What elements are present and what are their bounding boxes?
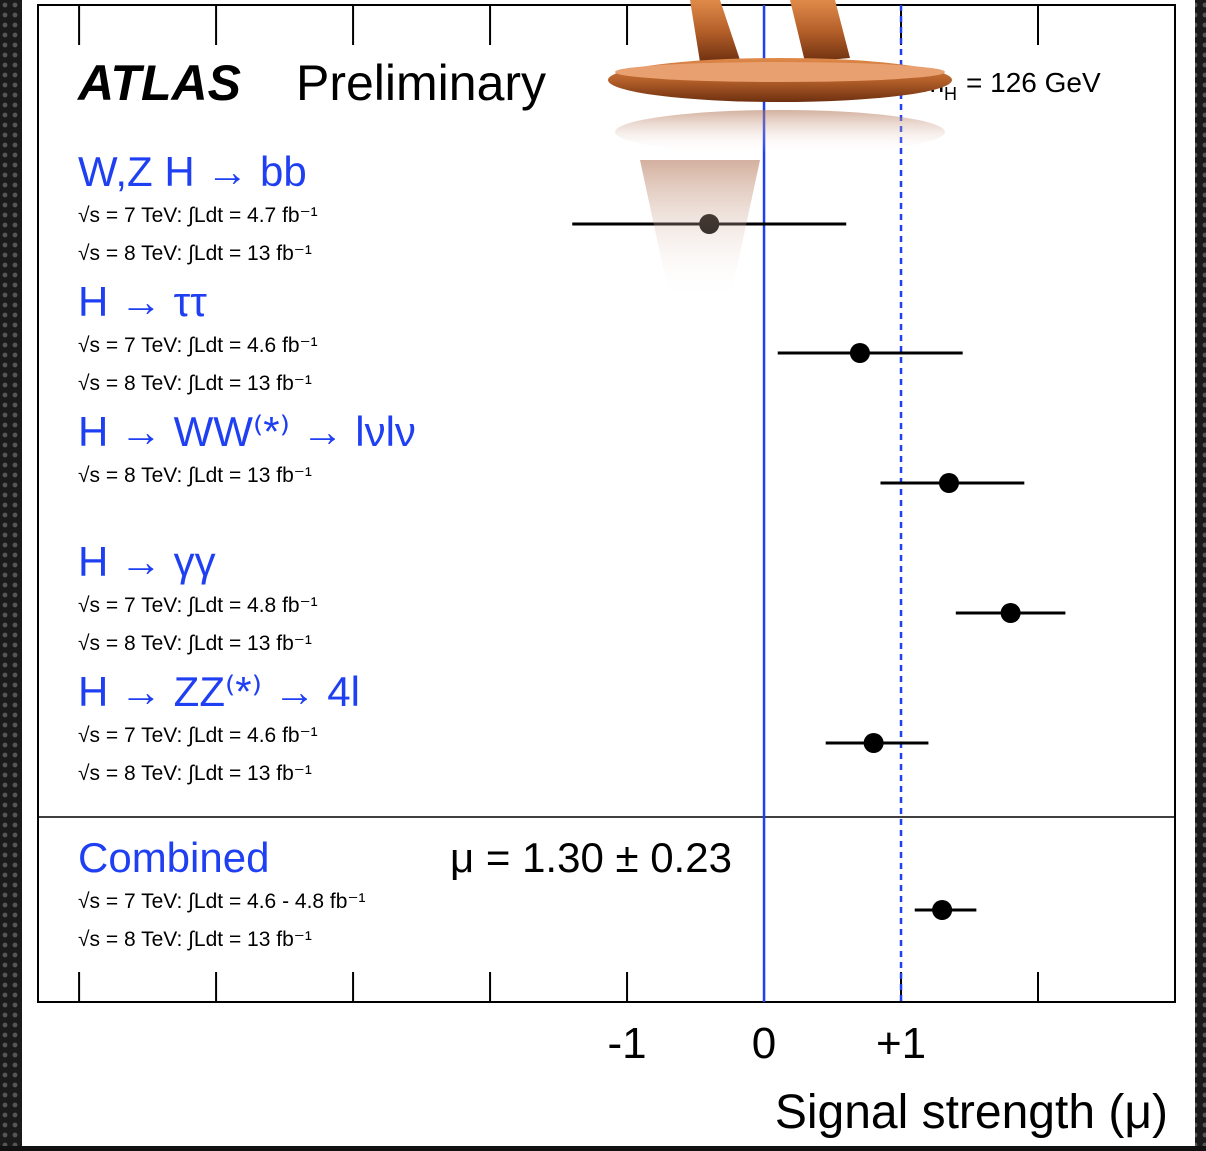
data-point: [849, 343, 870, 363]
channel-label: H → ZZ⁽*⁾ → 4l: [78, 668, 360, 715]
lumi-label: √s = 8 TeV: ∫Ldt = 13 fb⁻¹: [78, 632, 312, 655]
data-point: [938, 473, 959, 493]
lumi-label: √s = 7 TeV: ∫Ldt = 4.6 - 4.8 fb⁻¹: [78, 890, 366, 913]
lumi-label: √s = 7 TeV: ∫Ldt = 4.7 fb⁻¹: [78, 204, 318, 227]
x-tick-label: +1: [876, 1019, 926, 1068]
data-point: [932, 900, 953, 920]
x-tick-label: 0: [752, 1019, 776, 1068]
lumi-label: √s = 8 TeV: ∫Ldt = 13 fb⁻¹: [78, 242, 312, 265]
data-point: [1000, 603, 1021, 623]
lumi-label: √s = 7 TeV: ∫Ldt = 4.8 fb⁻¹: [78, 594, 318, 617]
lumi-label: √s = 8 TeV: ∫Ldt = 13 fb⁻¹: [78, 464, 312, 487]
x-tick-label: -1: [607, 1019, 646, 1068]
data-point: [863, 733, 884, 753]
lumi-label: √s = 8 TeV: ∫Ldt = 13 fb⁻¹: [78, 762, 312, 785]
channel-label: H → γγ: [78, 538, 216, 585]
channel-label: H → WW⁽*⁾ → lνlν: [78, 408, 416, 455]
frame: [37, 4, 1176, 1003]
lumi-label: √s = 8 TeV: ∫Ldt = 13 fb⁻¹: [78, 928, 312, 951]
channel-label: H → ττ: [78, 278, 207, 325]
combined-annotation: μ = 1.30 ± 0.23: [450, 834, 732, 881]
lumi-label: √s = 7 TeV: ∫Ldt = 4.6 fb⁻¹: [78, 334, 318, 357]
plot-page: [22, 0, 1195, 1146]
status: Preliminary: [296, 55, 546, 111]
mass-value: = 126 GeV: [966, 67, 1101, 98]
lumi-label: √s = 8 TeV: ∫Ldt = 13 fb⁻¹: [78, 372, 312, 395]
trophy: [608, 0, 952, 300]
channel-label: W,Z H → bb: [78, 148, 307, 195]
channel-label: Combined: [78, 834, 269, 881]
lumi-label: √s = 7 TeV: ∫Ldt = 4.6 fb⁻¹: [78, 724, 318, 747]
x-axis-label: Signal strength (μ): [775, 1086, 1168, 1139]
experiment: ATLAS: [76, 55, 241, 111]
mass-label-sub: H: [944, 84, 957, 104]
